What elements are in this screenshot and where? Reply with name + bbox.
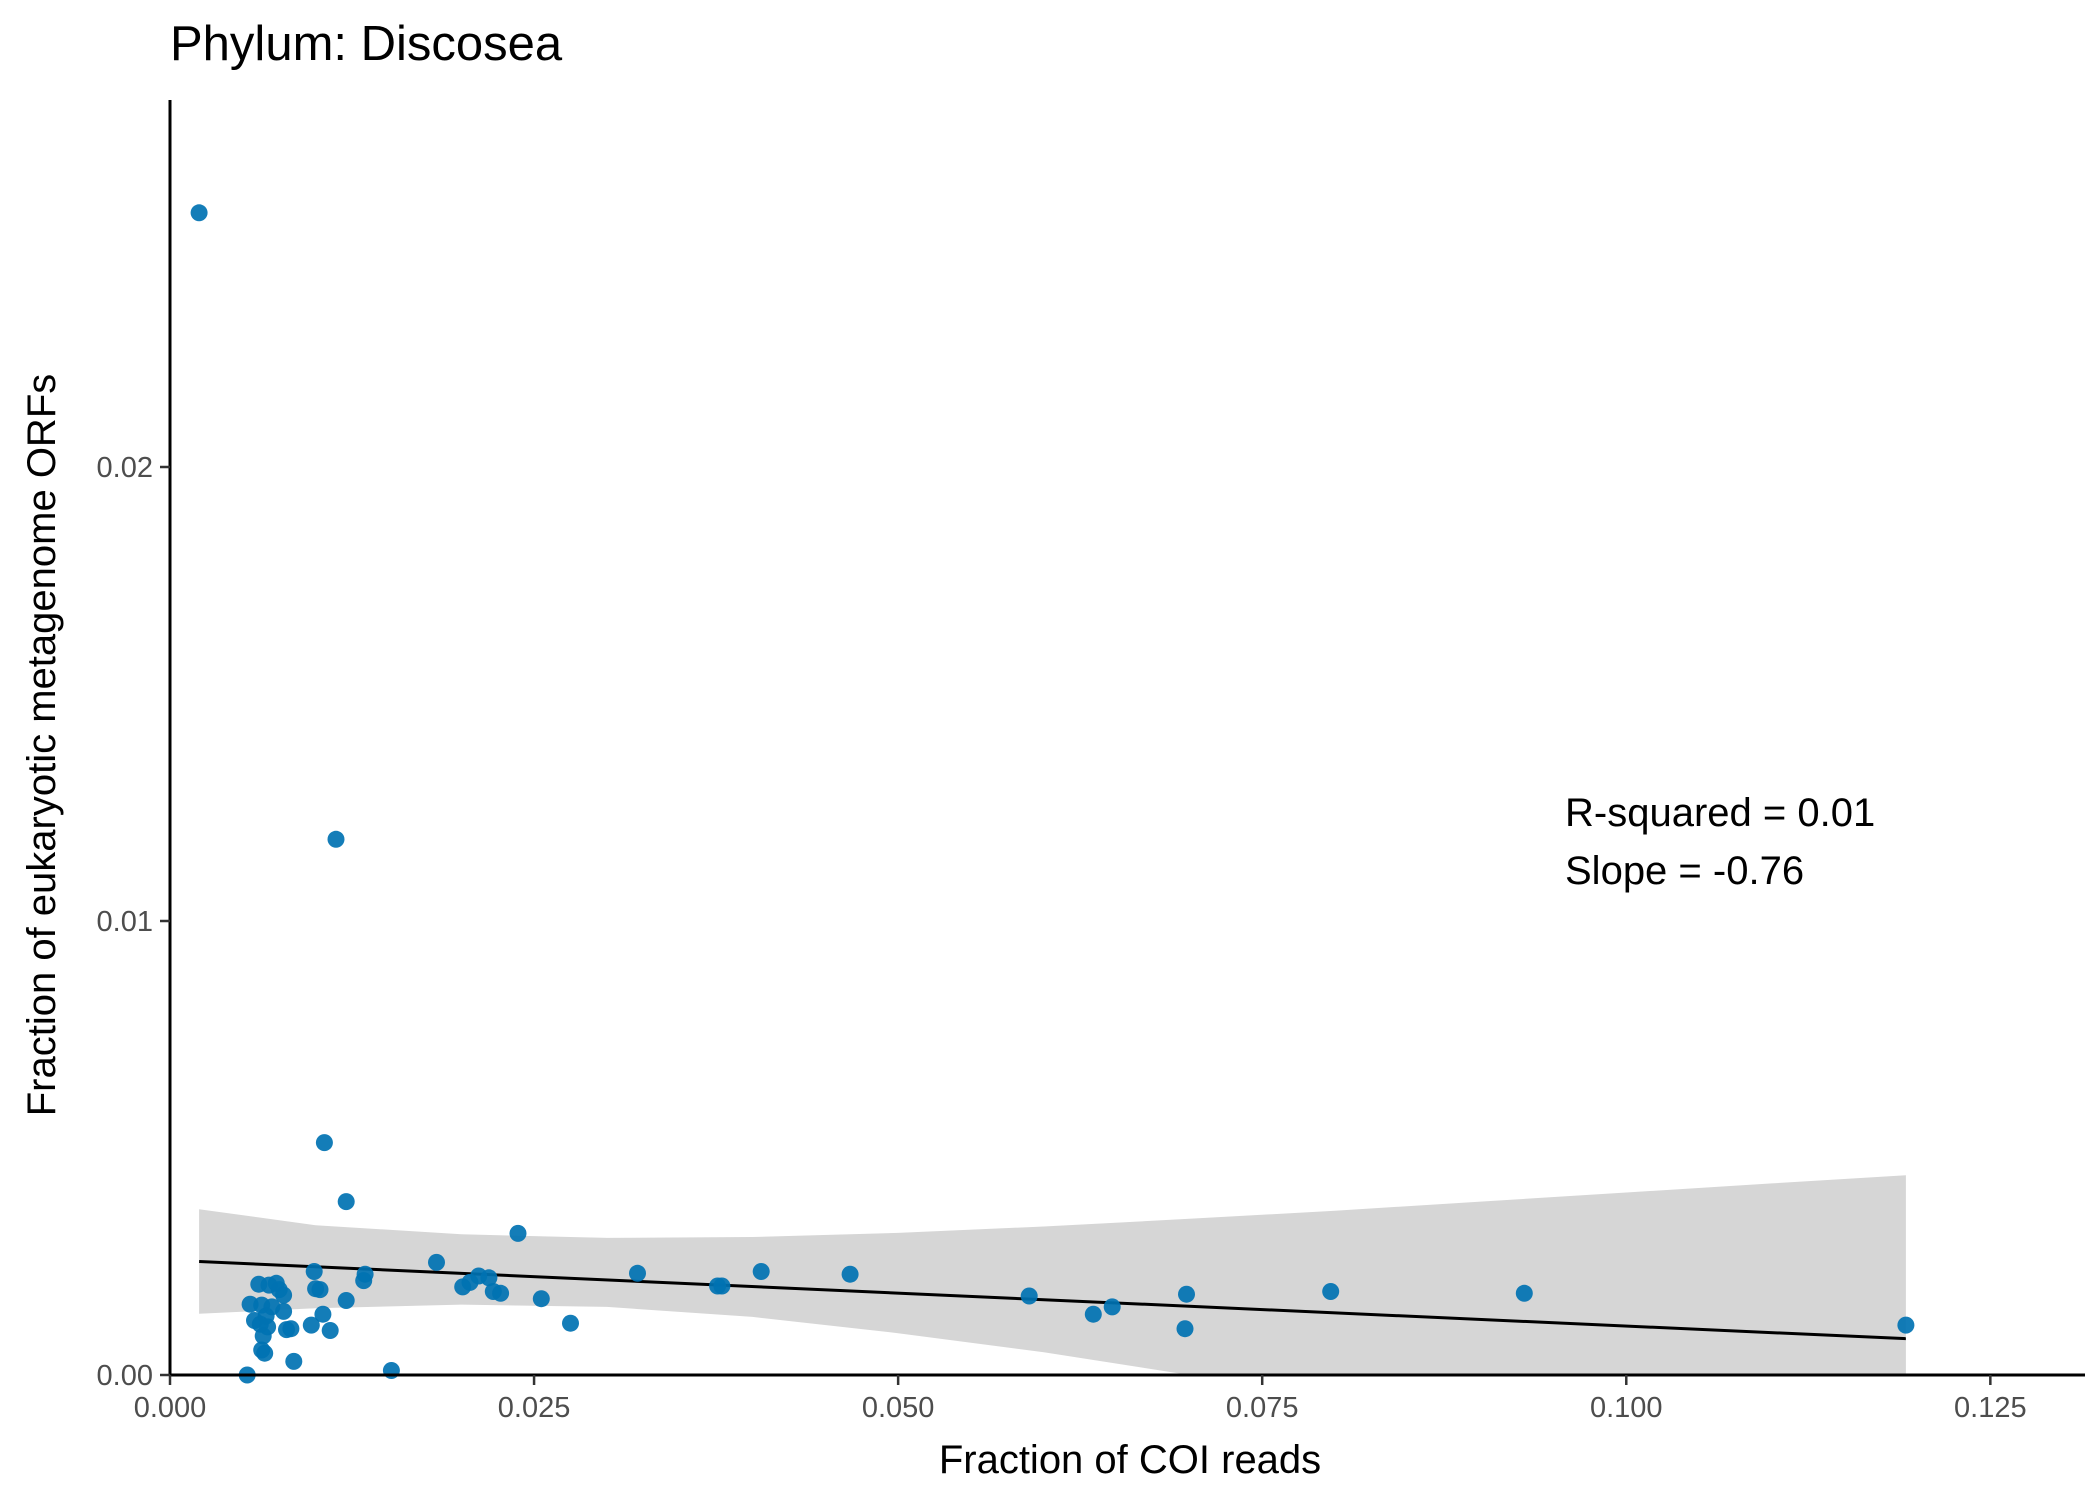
y-ticks-layer: 0.00 0.01 0.02 <box>97 452 170 1392</box>
data-point <box>275 1302 293 1320</box>
data-point <box>314 1305 332 1323</box>
data-point <box>532 1290 550 1308</box>
data-point <box>311 1281 329 1299</box>
confidence-band <box>199 1175 1906 1375</box>
data-point <box>337 1292 355 1309</box>
data-point <box>321 1322 339 1339</box>
data-point <box>1084 1305 1102 1323</box>
x-axis-title: Fraction of COI reads <box>939 1438 1321 1482</box>
data-point <box>315 1134 333 1152</box>
data-point <box>480 1269 498 1287</box>
data-point <box>1897 1316 1915 1334</box>
confidence-band-layer <box>199 1175 1906 1375</box>
r-squared-annotation: R-squared = 0.01 <box>1565 791 1875 835</box>
data-point <box>1020 1287 1038 1305</box>
slope-annotation: Slope = -0.76 <box>1565 849 1804 893</box>
x-ticks-layer: 0.000 0.025 0.050 0.075 0.100 0.125 <box>134 1375 2027 1424</box>
data-point <box>562 1314 579 1332</box>
x-tick-label: 0.050 <box>862 1392 935 1424</box>
x-tick-label: 0.025 <box>498 1392 571 1424</box>
x-tick-label: 0.125 <box>1954 1392 2027 1424</box>
y-axis-title: Fraction of eukaryotic metagenome ORFs <box>20 374 64 1117</box>
data-point <box>454 1278 472 1296</box>
data-point <box>1322 1283 1340 1300</box>
data-point <box>327 830 345 848</box>
data-point <box>841 1265 859 1283</box>
data-point <box>492 1284 510 1302</box>
data-point <box>629 1264 646 1282</box>
data-point <box>509 1224 527 1242</box>
x-tick-label: 0.000 <box>134 1392 207 1424</box>
data-point <box>275 1286 293 1304</box>
x-tick-label: 0.100 <box>1590 1392 1663 1424</box>
data-point <box>337 1193 355 1211</box>
chart-title: Phylum: Discosea <box>170 17 563 71</box>
data-point <box>256 1344 274 1362</box>
data-point <box>1103 1298 1121 1316</box>
x-tick-label: 0.075 <box>1226 1392 1299 1424</box>
data-point <box>302 1316 320 1334</box>
y-tick-label: 0.00 <box>97 1360 153 1392</box>
axes-layer <box>168 100 2085 1377</box>
data-point <box>285 1352 303 1370</box>
data-point <box>1515 1284 1533 1302</box>
data-point <box>1178 1285 1195 1303</box>
data-point <box>355 1272 373 1290</box>
data-point <box>190 204 208 222</box>
y-tick-label: 0.02 <box>97 452 153 484</box>
data-point <box>254 1327 272 1345</box>
y-tick-label: 0.01 <box>97 906 153 938</box>
data-point <box>752 1263 770 1280</box>
data-point <box>713 1277 731 1295</box>
points-layer <box>190 204 1915 1384</box>
data-point <box>1176 1320 1194 1338</box>
data-point <box>305 1263 323 1280</box>
data-point <box>428 1253 445 1271</box>
data-point <box>282 1320 300 1338</box>
